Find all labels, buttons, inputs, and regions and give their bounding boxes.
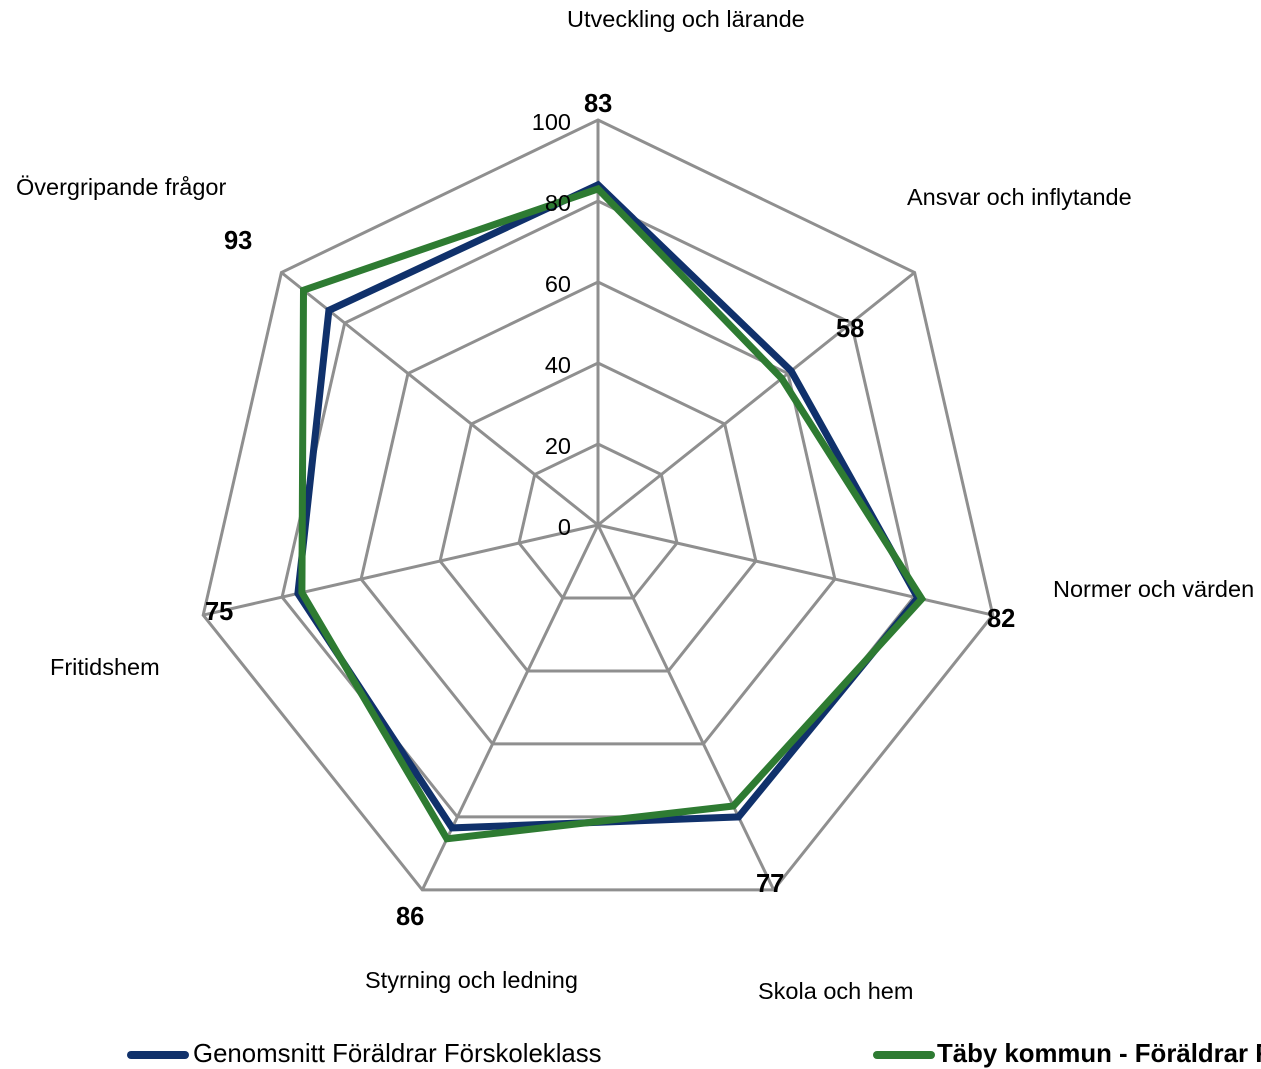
data-label-fritidshem: 75 xyxy=(205,598,234,626)
grid-spoke xyxy=(280,271,599,527)
grid-ring-40 xyxy=(438,361,758,673)
series-point xyxy=(449,824,456,831)
series-point xyxy=(788,368,795,374)
legend-item-genomsnitt: Genomsnitt Föräldrar Förskoleklass xyxy=(127,1040,602,1069)
grid-ring-100 xyxy=(201,118,995,892)
legend-label-taby-kommun: Täby kommun - Föräldrar F xyxy=(937,1042,1261,1068)
grid-spoke xyxy=(597,271,916,527)
data-label-overgripande: 93 xyxy=(224,227,253,255)
series-line-genomsnitt xyxy=(294,180,923,832)
radial-tick-label-0: 0 xyxy=(557,514,571,540)
series-line-taby-kommun xyxy=(298,184,927,843)
series-point xyxy=(595,185,601,192)
series-point xyxy=(300,287,307,294)
radial-tick-label-100: 100 xyxy=(531,109,571,135)
series-point xyxy=(730,803,737,809)
radial-tick-label-80: 80 xyxy=(544,190,571,216)
data-label-normer: 82 xyxy=(987,605,1016,633)
series-point xyxy=(778,375,785,382)
grid-ring-60 xyxy=(359,280,837,746)
series-point xyxy=(325,307,332,314)
series-point xyxy=(735,813,742,820)
data-label-styrning: 86 xyxy=(396,903,425,931)
series-point xyxy=(443,835,450,842)
radial-tick-label-20: 20 xyxy=(544,433,571,459)
legend-label-genomsnitt: Genomsnitt Föräldrar Förskoleklass xyxy=(193,1040,602,1069)
axis-label-utveckling: Utveckling och lärande xyxy=(567,6,805,32)
radial-tick-label-60: 60 xyxy=(544,271,571,297)
axis-label-normer: Normer och värden xyxy=(1053,576,1255,602)
data-label-utveckling: 83 xyxy=(584,90,613,118)
series-point xyxy=(918,595,925,602)
data-label-ansvar: 58 xyxy=(836,315,865,343)
axis-label-fritidshem: Fritidshem xyxy=(50,654,160,680)
data-label-skola: 77 xyxy=(756,870,785,898)
radar-grid xyxy=(201,118,995,892)
axis-label-skola: Skola och hem xyxy=(758,978,914,1004)
grid-spoke xyxy=(202,523,599,617)
grid-ring-80 xyxy=(280,199,916,819)
grid-spoke xyxy=(597,523,994,617)
radial-tick-label-40: 40 xyxy=(544,352,571,378)
axis-label-styrning: Styrning och ledning xyxy=(365,967,578,993)
legend-swatch-taby-kommun xyxy=(873,1051,935,1059)
legend-item-taby-kommun: Täby kommun - Föräldrar F xyxy=(873,1042,1261,1068)
series-taby-kommun xyxy=(298,184,927,843)
axis-label-ansvar: Ansvar och inflytande xyxy=(907,184,1132,210)
grid-ring-20 xyxy=(517,442,679,600)
axis-label-overgripande: Övergripande frågor xyxy=(16,174,227,200)
grid-spoke xyxy=(596,524,776,891)
series-point xyxy=(298,589,305,596)
legend-swatch-genomsnitt xyxy=(127,1051,189,1059)
